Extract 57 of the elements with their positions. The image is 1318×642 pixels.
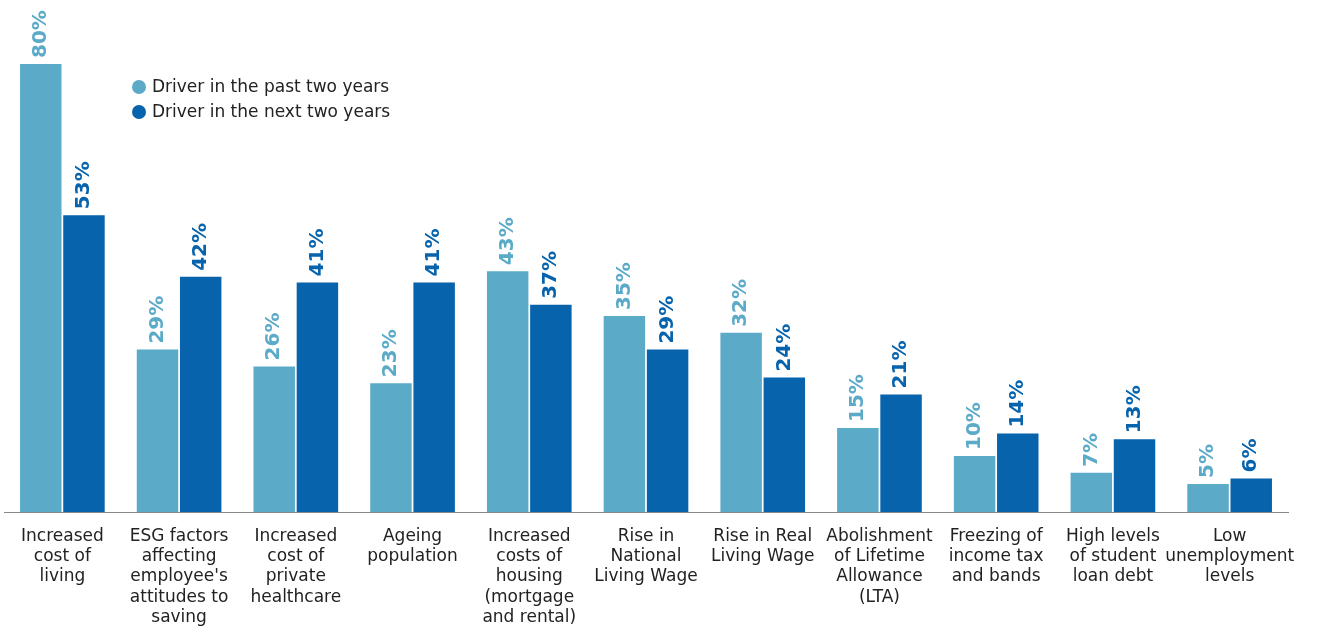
bar [1187, 484, 1229, 512]
x-tick-label: High levels of student loan debt [1066, 524, 1160, 586]
data-label: 41% [303, 228, 328, 277]
x-tick-label: Increased costs of housing (mortgage and rental) [482, 524, 577, 627]
bar [646, 349, 689, 512]
legend-label: Driver in the past two years [152, 75, 390, 98]
x-tick-label: Abolishment of Lifetime Allowance (LTA) [826, 524, 933, 606]
bar [837, 428, 879, 512]
data-label: 24% [770, 323, 795, 372]
data-label: 7% [1077, 432, 1102, 467]
bar [1070, 472, 1113, 512]
bar [486, 271, 529, 512]
data-label: 32% [727, 278, 752, 327]
bar [530, 304, 572, 512]
bar [763, 377, 806, 512]
bar [880, 394, 922, 512]
bar [953, 456, 996, 512]
data-label: 21% [887, 340, 912, 389]
data-label: 53% [70, 161, 95, 210]
x-tick-label: Increased cost of living [21, 524, 104, 586]
bar [179, 276, 222, 512]
data-label: 43% [493, 217, 518, 266]
x-tick-label: Freezing of income tax and bands [948, 524, 1044, 586]
data-label: 10% [960, 402, 985, 450]
bar [603, 316, 646, 512]
data-label: 29% [653, 295, 678, 344]
bar [136, 349, 179, 512]
x-tick-label: Rise in National Living Wage [594, 524, 698, 586]
bar [370, 383, 412, 512]
data-label: 42% [186, 222, 211, 271]
x-tick-label: Ageing population [367, 524, 458, 566]
bar [720, 332, 762, 512]
bar [1113, 439, 1156, 512]
bar [1230, 478, 1272, 512]
data-label: 41% [420, 228, 445, 277]
data-label: 15% [844, 374, 869, 422]
data-label: 14% [1003, 379, 1028, 428]
bar [253, 366, 295, 512]
bar [63, 215, 105, 512]
bar [997, 433, 1039, 512]
x-tick-label: ESG factors affecting employee's attitudes to saving [129, 524, 229, 627]
data-label: 37% [537, 250, 562, 299]
data-label: 23% [377, 329, 402, 378]
data-label: 80% [26, 10, 51, 58]
data-label: 5% [1194, 444, 1219, 478]
legend-label: Driver in the next two years [152, 100, 391, 123]
data-label: 6% [1237, 438, 1262, 473]
bar [413, 282, 455, 512]
data-label: 26% [260, 312, 285, 361]
bar [20, 64, 62, 512]
bar [296, 282, 339, 512]
x-tick-label: Increased cost of private healthcare [250, 524, 342, 606]
x-tick-label: Rise in Real Living Wage [711, 524, 815, 566]
data-label: 13% [1120, 385, 1145, 434]
data-label: 35% [610, 262, 635, 310]
data-label: 29% [143, 295, 168, 344]
x-tick-label: Low unemployment levels [1165, 524, 1295, 586]
